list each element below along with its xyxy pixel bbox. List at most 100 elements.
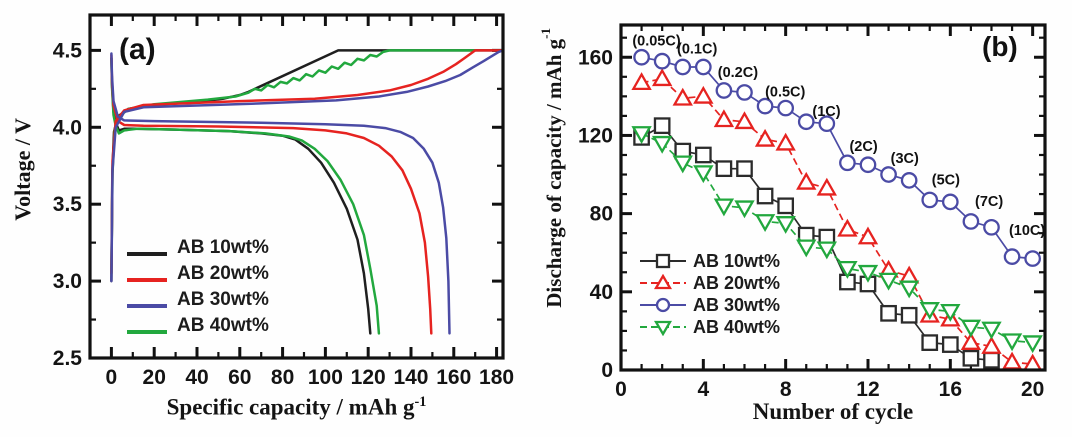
rate-label-1c: (1C) <box>812 104 840 120</box>
svg-text:80: 80 <box>271 366 294 389</box>
svg-text:120: 120 <box>351 366 386 389</box>
svg-text:12: 12 <box>856 378 879 401</box>
svg-text:0: 0 <box>601 359 613 382</box>
series-ab-40wt-markers <box>631 126 1043 354</box>
rate-label-2c: (2C) <box>849 139 877 155</box>
panel-b-capacity-vs-cycle: 0 4 8 12 16 20 0 40 80 120 160 (0.05C) (0.1C) (0.2C) (… <box>536 0 1072 437</box>
svg-text:20: 20 <box>143 366 166 389</box>
panel-a-legend: AB 10wt% AB 20wt% AB 30wt% AB 40wt% <box>126 235 269 339</box>
legend-square-marker-swatch <box>639 252 687 270</box>
axes-frame <box>619 23 1047 372</box>
legend-label: AB 30wt% <box>693 294 781 315</box>
legend-label: AB 20wt% <box>177 263 269 284</box>
rate-label-3c: (3C) <box>891 151 919 167</box>
panel-a-x-axis-title-text: Specific capacity / mAh g <box>166 394 415 420</box>
panel-b-x-axis-title-text: Number of cycle <box>752 399 914 424</box>
panel-b-y-axis-title-text: Discharge of capacity / mAh g <box>542 38 566 308</box>
panel-a-label: (a) <box>119 33 156 66</box>
svg-text:80: 80 <box>590 203 613 226</box>
panel-a-y-axis-title-text: Voltage / V <box>10 118 35 221</box>
legend-item-ab-30wt: AB 30wt% <box>639 294 780 316</box>
svg-text:3.5: 3.5 <box>53 193 83 216</box>
legend-label: AB 10wt% <box>693 250 781 271</box>
panel-b-x-axis-title: Number of cycle <box>621 399 1045 425</box>
svg-text:100: 100 <box>308 366 343 389</box>
series-ab-30wt-discharge-line <box>110 52 451 335</box>
legend-triangle-up-marker-swatch <box>639 273 687 292</box>
panel-a-x-axis-title-sup: -1 <box>414 394 427 410</box>
legend-label: AB 40wt% <box>693 316 781 337</box>
svg-text:120: 120 <box>578 124 613 147</box>
legend-swatch-graphic <box>127 304 167 308</box>
series-ab-20wt <box>631 68 1042 370</box>
legend-swatch-graphic <box>127 252 167 256</box>
series-layer <box>631 48 1043 370</box>
axes-frame <box>88 13 505 360</box>
rate-label-0-05c: (0.05C) <box>632 34 681 50</box>
legend-swatch-graphic <box>127 330 167 334</box>
panel-b-label: (b) <box>982 31 1018 62</box>
legend-swatch-graphic <box>127 278 167 282</box>
series-ab-40wt <box>631 126 1043 354</box>
legend-item-ab-10wt: AB 10wt% <box>126 235 269 261</box>
legend-item-ab-10wt: AB 10wt% <box>639 250 780 272</box>
axis-ticks <box>90 15 503 358</box>
tick-labels: 0 4 8 12 16 20 0 40 80 120 160 <box>578 46 1044 401</box>
panel-b-legend: AB 10wt% AB 20wt% AB 30wt% AB 40wt% <box>639 250 780 338</box>
legend-item-ab-40wt: AB 40wt% <box>126 313 269 339</box>
series-ab-20wt-markers <box>631 68 1042 370</box>
rate-label-7c: (7C) <box>975 194 1003 210</box>
legend-item-ab-20wt: AB 20wt% <box>639 272 780 294</box>
series-ab-30wt <box>633 48 1042 267</box>
legend-label: AB 10wt% <box>177 237 269 258</box>
legend-item-ab-40wt: AB 40wt% <box>639 316 780 338</box>
panel-b-y-axis-title: Discharge of capacity / mAh g-1 <box>538 28 567 308</box>
panel-a-x-axis-title: Specific capacity / mAh g-1 <box>90 394 503 421</box>
panel-b-plot: 0 4 8 12 16 20 0 40 80 120 160 (0.05C)(0.1C)(0.2C) (… <box>578 23 1047 401</box>
rate-label-5c: (5C) <box>932 172 960 188</box>
legend-item-ab-20wt: AB 20wt% <box>126 261 269 287</box>
rate-label-10c: (10C) <box>1009 223 1045 239</box>
svg-text:20: 20 <box>1021 378 1044 401</box>
svg-text:0: 0 <box>106 366 118 389</box>
svg-text:140: 140 <box>393 366 428 389</box>
panel-a-plot: 0 20 40 60 80 100 120 140 160 180 2.5 3.0 3.5 4.0 4.5 <box>53 13 514 389</box>
legend-swatch-graphic <box>640 273 686 290</box>
legend-triangle-down-marker-swatch <box>639 318 687 337</box>
legend-label: AB 40wt% <box>177 315 269 336</box>
rate-label-0-1c: (0.1C) <box>677 41 717 57</box>
legend-swatch-graphic <box>640 320 686 337</box>
svg-text:2.5: 2.5 <box>53 347 83 370</box>
svg-text:4.0: 4.0 <box>53 116 82 139</box>
legend-line-swatch-green <box>126 324 168 334</box>
legend-label: AB 30wt% <box>177 289 269 310</box>
legend-circle-marker-swatch <box>639 296 687 314</box>
series-ab-30wt-markers <box>633 48 1042 267</box>
legend-swatch-graphic <box>640 297 686 313</box>
series-layer <box>110 49 503 335</box>
legend-line-swatch-black <box>126 246 168 256</box>
rate-label-0-2c: (0.2C) <box>718 65 758 81</box>
panel-a-voltage-vs-capacity: 0 20 40 60 80 100 120 140 160 180 2.5 3.0 3.5 4.0 4.5 … <box>10 13 514 421</box>
legend-swatch-graphic <box>640 253 686 269</box>
svg-text:16: 16 <box>939 378 962 401</box>
panel-a-y-axis-title: Voltage / V <box>10 118 36 221</box>
svg-text:3.0: 3.0 <box>53 270 82 293</box>
svg-text:180: 180 <box>479 366 514 389</box>
svg-text:0: 0 <box>615 378 627 401</box>
series-ab-20wt-charge-line <box>110 49 503 275</box>
legend-line-swatch-blue <box>126 298 168 308</box>
svg-text:40: 40 <box>590 281 613 304</box>
svg-text:4: 4 <box>697 378 709 401</box>
svg-text:8: 8 <box>780 378 792 401</box>
svg-text:160: 160 <box>578 46 613 69</box>
svg-text:40: 40 <box>185 366 208 389</box>
series-ab-30wt-curves <box>110 49 503 335</box>
legend-item-ab-30wt: AB 30wt% <box>126 287 269 313</box>
legend-line-swatch-red <box>126 272 168 282</box>
rate-label-0-5c: (0.5C) <box>765 84 805 100</box>
panel-b-y-axis-title-sup: -1 <box>538 28 553 39</box>
svg-text:60: 60 <box>228 366 251 389</box>
svg-text:4.5: 4.5 <box>53 39 83 62</box>
